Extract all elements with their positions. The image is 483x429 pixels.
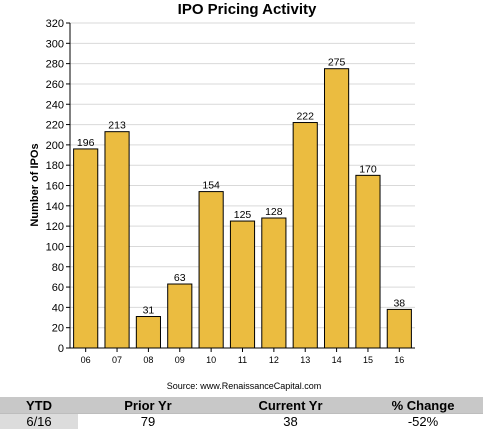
- y-tick-label: 60: [52, 282, 64, 294]
- y-tick-label: 0: [58, 343, 64, 355]
- x-tick-label: 11: [238, 355, 247, 365]
- ytd-summary-table: YTD Prior Yr Current Yr % Change 6/16 79…: [0, 397, 483, 429]
- x-tick-label: 08: [143, 355, 153, 365]
- y-tick-label: 140: [46, 201, 64, 213]
- header-ytd: YTD: [0, 397, 78, 414]
- cell-ytd-date: 6/16: [0, 414, 78, 429]
- bar-11: [230, 221, 254, 348]
- bar-07: [105, 132, 129, 348]
- bar-chart: IPO Pricing Activity 0 20 40 60 80 100 120 140 1…: [0, 0, 483, 395]
- bar-14: [325, 69, 349, 348]
- data-label: 222: [296, 111, 314, 123]
- header-pct-change: % Change: [363, 397, 483, 414]
- y-tick-label: 20: [52, 323, 64, 335]
- bar-13: [293, 123, 317, 348]
- y-tick-label: 40: [52, 302, 64, 314]
- cell-prior-yr: 79: [78, 414, 218, 429]
- y-axis-label: Number of IPOs: [29, 143, 41, 226]
- chart-area: IPO Pricing Activity 0 20 40 60 80 100 120 140 1…: [0, 0, 483, 395]
- cell-current-yr: 38: [218, 414, 363, 429]
- y-tick-label: 100: [46, 241, 64, 253]
- source-note: Source: www.RenaissanceCapital.com: [167, 381, 322, 391]
- bar-12: [262, 218, 286, 348]
- y-tick-label: 120: [46, 221, 64, 233]
- y-tick-label: 200: [46, 140, 64, 152]
- bar-10: [199, 192, 223, 348]
- table-row: 6/16 79 38 -52%: [0, 414, 483, 429]
- data-label: 125: [234, 209, 252, 221]
- y-tick-label: 220: [46, 120, 64, 132]
- x-tick-label: 12: [269, 355, 279, 365]
- bar-08: [136, 317, 160, 348]
- data-label: 196: [77, 137, 95, 149]
- data-label: 154: [202, 180, 220, 192]
- bar-15: [356, 175, 380, 348]
- data-label: 275: [328, 57, 346, 69]
- y-tick-label: 240: [46, 99, 64, 111]
- x-axis-ticks: 06 07 08 09 10 11 12 13 14 15 16: [81, 348, 405, 365]
- y-axis-ticks: 0 20 40 60 80 100 120 140 160 180 200 220 240 260 280 3…: [46, 18, 70, 355]
- x-tick-label: 06: [81, 355, 91, 365]
- cell-pct-change: -52%: [363, 414, 483, 429]
- data-label: 213: [108, 120, 126, 132]
- x-tick-label: 14: [332, 355, 342, 365]
- header-prior-yr: Prior Yr: [78, 397, 218, 414]
- y-tick-label: 280: [46, 59, 64, 71]
- x-tick-label: 07: [112, 355, 122, 365]
- chart-title: IPO Pricing Activity: [178, 1, 317, 18]
- header-current-yr: Current Yr: [218, 397, 363, 414]
- table-header-row: YTD Prior Yr Current Yr % Change: [0, 397, 483, 414]
- y-tick-label: 160: [46, 181, 64, 193]
- bar-06: [74, 149, 98, 348]
- bar-16: [387, 309, 411, 348]
- x-tick-label: 10: [206, 355, 216, 365]
- x-tick-label: 09: [175, 355, 185, 365]
- data-label: 128: [265, 206, 283, 218]
- data-label: 170: [359, 163, 377, 175]
- x-tick-label: 15: [363, 355, 373, 365]
- y-tick-label: 320: [46, 18, 64, 30]
- x-tick-label: 13: [300, 355, 310, 365]
- bar-09: [168, 284, 192, 348]
- data-label: 31: [143, 305, 155, 317]
- y-tick-label: 300: [46, 38, 64, 50]
- data-label: 63: [174, 272, 186, 284]
- x-tick-label: 16: [394, 355, 404, 365]
- y-tick-label: 180: [46, 160, 64, 172]
- y-tick-label: 80: [52, 262, 64, 274]
- data-label: 38: [393, 297, 405, 309]
- y-tick-label: 260: [46, 79, 64, 91]
